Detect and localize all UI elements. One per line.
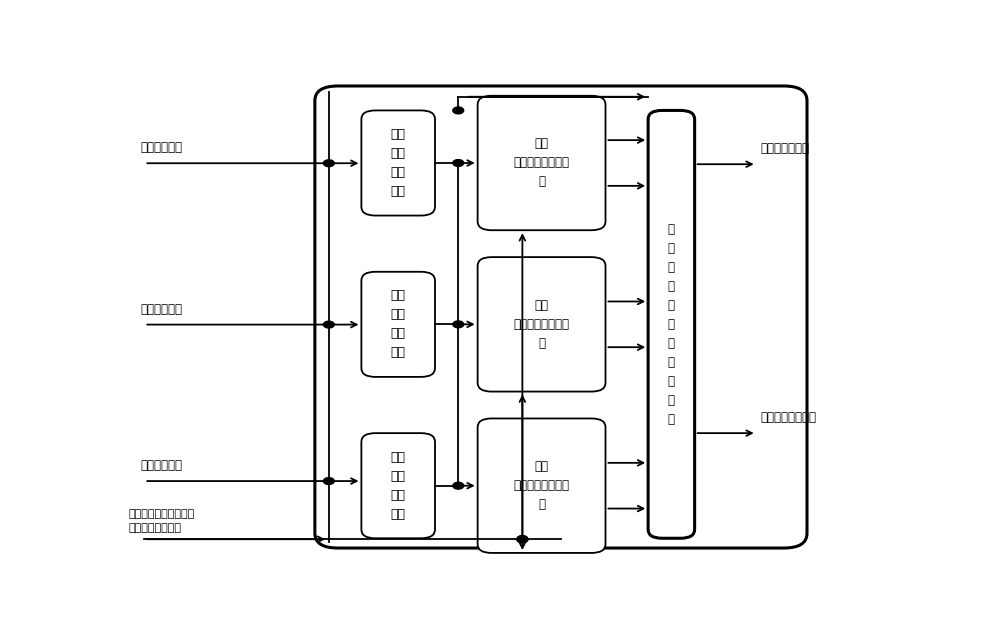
Text: 秒脉冲输出信号: 秒脉冲输出信号	[761, 142, 810, 156]
Text: 第二时钟信号: 第二时钟信号	[140, 303, 182, 316]
Text: 第二
校时及守时控制模
块: 第二 校时及守时控制模 块	[514, 299, 570, 350]
Text: 第三
校时及守时控制模
块: 第三 校时及守时控制模 块	[514, 460, 570, 511]
Circle shape	[323, 321, 334, 328]
FancyBboxPatch shape	[315, 86, 807, 548]
Text: 第二
时钟
监控
模块: 第二 时钟 监控 模块	[391, 290, 406, 359]
Text: 第一
时钟
监控
模块: 第一 时钟 监控 模块	[391, 128, 406, 198]
FancyBboxPatch shape	[361, 110, 435, 215]
Text: 时
钟
切
换
及
输
出
控
制
模
块: 时 钟 切 换 及 输 出 控 制 模 块	[668, 223, 675, 426]
FancyBboxPatch shape	[478, 96, 606, 231]
Text: 第一时钟信号: 第一时钟信号	[140, 142, 182, 154]
Circle shape	[517, 536, 528, 543]
Circle shape	[453, 482, 464, 489]
FancyBboxPatch shape	[361, 433, 435, 538]
Circle shape	[453, 107, 464, 114]
FancyBboxPatch shape	[361, 272, 435, 377]
Text: 第三
时钟
监控
模块: 第三 时钟 监控 模块	[391, 451, 406, 521]
Text: 第一
校时及守时控制模
块: 第一 校时及守时控制模 块	[514, 138, 570, 189]
Text: 第三时钟信号: 第三时钟信号	[140, 459, 182, 472]
Circle shape	[323, 478, 334, 485]
FancyBboxPatch shape	[478, 257, 606, 392]
Circle shape	[517, 536, 528, 543]
FancyBboxPatch shape	[648, 110, 695, 538]
Circle shape	[323, 160, 334, 166]
Text: 同步时间输出信号: 同步时间输出信号	[761, 411, 816, 424]
Circle shape	[453, 321, 464, 328]
Circle shape	[453, 159, 464, 166]
Circle shape	[517, 536, 528, 543]
FancyBboxPatch shape	[478, 418, 606, 553]
Text: 外部校时秒脉冲及标准
同步时间输入信号: 外部校时秒脉冲及标准 同步时间输入信号	[129, 509, 195, 533]
